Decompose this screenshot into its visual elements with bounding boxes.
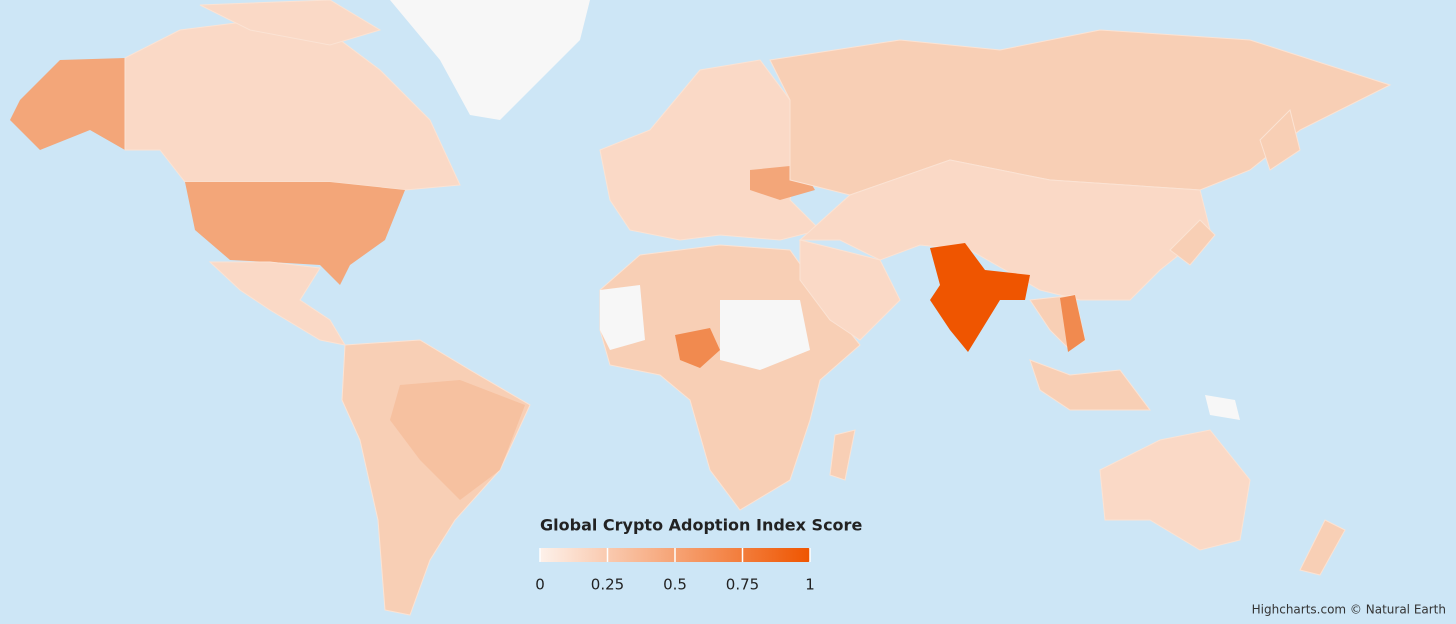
legend-title: Global Crypto Adoption Index Score	[540, 516, 862, 535]
alaska	[10, 58, 125, 150]
indonesia	[1029, 359, 1151, 411]
russia	[769, 29, 1392, 196]
central-asia	[798, 159, 1211, 301]
tick-label: 0.5	[663, 576, 687, 594]
madagascar	[829, 429, 856, 481]
middle-east	[799, 239, 901, 341]
tick-label: 1	[805, 576, 815, 594]
tick-label: 0.75	[726, 576, 759, 594]
sahel-nodata	[720, 300, 810, 370]
tick-label: 0.25	[591, 576, 624, 594]
kamchatka	[1259, 109, 1301, 171]
mexico	[208, 261, 347, 346]
legend-ticks: 0 0.25 0.5 0.75 1	[535, 548, 815, 594]
south-america	[341, 339, 531, 616]
new-zealand	[1299, 519, 1346, 576]
japan	[1169, 219, 1216, 266]
credits[interactable]: Highcharts.com © Natural Earth	[1252, 603, 1446, 617]
png-nodata	[1205, 395, 1240, 420]
brazil	[390, 380, 525, 500]
vietnam	[1060, 295, 1085, 352]
india	[930, 243, 1030, 352]
arctic-islands	[199, 0, 382, 46]
west-africa-nodata	[600, 285, 645, 350]
nigeria	[675, 328, 720, 368]
tick-label: 0	[535, 576, 545, 594]
land	[10, 0, 1392, 616]
australia	[1099, 429, 1251, 551]
greenland	[390, 0, 590, 120]
usa	[185, 182, 405, 285]
